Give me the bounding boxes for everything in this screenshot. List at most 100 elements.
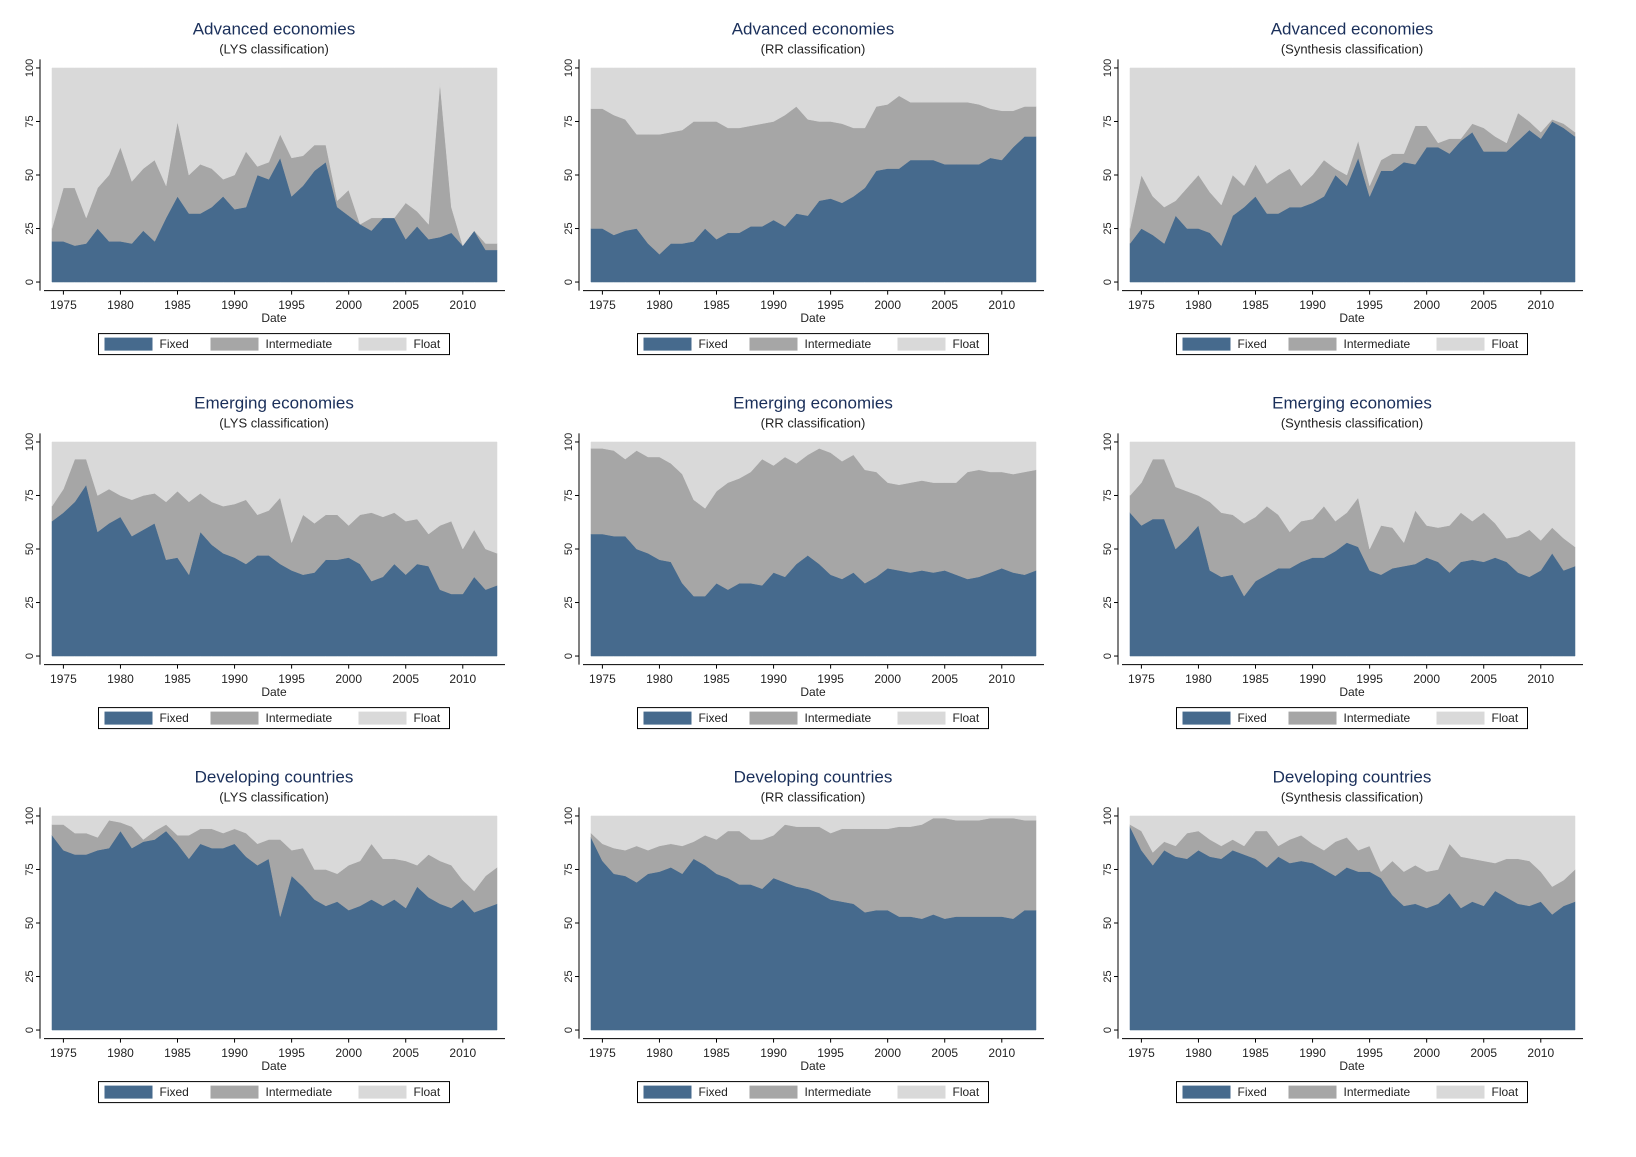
y-tick-label: 50 <box>563 543 575 555</box>
x-tick-label: 1980 <box>107 298 134 312</box>
x-tick-label: 1990 <box>760 1046 787 1060</box>
x-axis-label: Date <box>1339 1059 1365 1073</box>
legend-label: Fixed <box>1238 337 1267 351</box>
legend-swatch <box>643 711 692 725</box>
legend-swatch <box>358 711 407 725</box>
area-float <box>1129 815 1576 887</box>
x-tick-label: 2000 <box>874 1046 901 1060</box>
legend-swatch <box>1436 337 1485 351</box>
panel: Developing countries (RR classification) 0… <box>563 767 1044 1104</box>
x-tick-label: 1975 <box>589 298 616 312</box>
area-float <box>51 441 498 554</box>
chart-title: Emerging economies <box>1272 393 1432 412</box>
x-tick-label: 1985 <box>703 672 730 686</box>
legend-swatch <box>897 711 946 725</box>
x-tick-label: 1975 <box>589 1046 616 1060</box>
x-tick-label: 2000 <box>335 672 362 686</box>
y-tick-label: 100 <box>563 807 575 825</box>
chart-title: Advanced economies <box>732 19 895 38</box>
y-tick-label: 25 <box>1102 596 1114 608</box>
y-tick-label: 100 <box>1102 807 1114 825</box>
x-axis-label: Date <box>261 1059 287 1073</box>
x-tick-label: 1985 <box>703 298 730 312</box>
legend-label: Fixed <box>699 337 728 351</box>
legend-label: Fixed <box>1238 711 1267 725</box>
legend-label: Float <box>414 711 441 725</box>
y-tick-label: 50 <box>24 543 36 555</box>
legend-label: Fixed <box>160 337 189 351</box>
x-tick-label: 1995 <box>278 672 305 686</box>
chart-title: Emerging economies <box>194 393 354 412</box>
x-tick-label: 1975 <box>50 1046 77 1060</box>
x-tick-label: 1980 <box>646 1046 673 1060</box>
x-tick-label: 2005 <box>392 298 419 312</box>
x-tick-label: 1975 <box>50 672 77 686</box>
legend-swatch <box>210 1085 259 1099</box>
legend-label: Intermediate <box>805 1085 872 1099</box>
y-tick-label: 50 <box>24 169 36 181</box>
legend-label: Fixed <box>160 711 189 725</box>
legend-swatch <box>1288 337 1337 351</box>
legend-swatch <box>897 337 946 351</box>
y-tick-label: 100 <box>24 433 36 451</box>
x-tick-label: 1975 <box>1128 298 1155 312</box>
x-tick-label: 1980 <box>107 672 134 686</box>
x-tick-label: 1985 <box>1242 672 1269 686</box>
y-tick-label: 100 <box>1102 59 1114 77</box>
legend-swatch <box>104 337 153 351</box>
x-tick-label: 2010 <box>449 1046 476 1060</box>
y-tick-label: 100 <box>1102 433 1114 451</box>
x-tick-label: 1985 <box>1242 298 1269 312</box>
y-tick-label: 0 <box>24 653 36 659</box>
x-tick-label: 2000 <box>874 298 901 312</box>
x-tick-label: 2005 <box>1470 1046 1497 1060</box>
x-tick-label: 2000 <box>1413 672 1440 686</box>
x-axis-label: Date <box>800 311 826 325</box>
x-tick-label: 2010 <box>988 298 1015 312</box>
chart-subtitle: (RR classification) <box>761 789 866 804</box>
legend-label: Float <box>1492 1085 1519 1099</box>
y-tick-label: 50 <box>563 169 575 181</box>
x-tick-label: 1995 <box>817 1046 844 1060</box>
y-tick-label: 25 <box>24 596 36 608</box>
area-float <box>51 67 498 247</box>
x-tick-label: 2010 <box>449 672 476 686</box>
x-tick-label: 1995 <box>278 298 305 312</box>
y-tick-label: 50 <box>24 917 36 929</box>
x-axis-label: Date <box>261 311 287 325</box>
legend-swatch <box>643 1085 692 1099</box>
x-tick-label: 2005 <box>1470 672 1497 686</box>
y-tick-label: 0 <box>1102 653 1114 659</box>
area-float <box>590 441 1037 509</box>
legend-label: Float <box>1492 337 1519 351</box>
legend-swatch <box>210 337 259 351</box>
x-tick-label: 1990 <box>760 672 787 686</box>
x-tick-label: 1975 <box>50 298 77 312</box>
legend-swatch <box>1436 711 1485 725</box>
x-tick-label: 1975 <box>589 672 616 686</box>
y-tick-label: 50 <box>1102 917 1114 929</box>
x-tick-label: 1980 <box>646 672 673 686</box>
x-tick-label: 1985 <box>164 672 191 686</box>
x-axis-label: Date <box>1339 685 1365 699</box>
panel: Developing countries (LYS classification)… <box>24 767 505 1104</box>
chart-subtitle: (RR classification) <box>761 41 866 56</box>
x-tick-label: 1975 <box>1128 1046 1155 1060</box>
legend-swatch <box>749 1085 798 1099</box>
legend-swatch <box>897 1085 946 1099</box>
x-tick-label: 2010 <box>988 672 1015 686</box>
area-float <box>1129 441 1576 550</box>
x-tick-label: 2010 <box>1527 672 1554 686</box>
x-tick-label: 2010 <box>988 1046 1015 1060</box>
x-axis-label: Date <box>800 685 826 699</box>
x-axis-label: Date <box>1339 311 1365 325</box>
legend-label: Intermediate <box>266 1085 333 1099</box>
legend-swatch <box>1288 711 1337 725</box>
legend-label: Intermediate <box>1344 337 1411 351</box>
x-tick-label: 1980 <box>1185 298 1212 312</box>
legend-label: Float <box>953 1085 980 1099</box>
x-tick-label: 1995 <box>817 672 844 686</box>
x-tick-label: 1990 <box>221 298 248 312</box>
chart-title: Developing countries <box>195 767 354 786</box>
